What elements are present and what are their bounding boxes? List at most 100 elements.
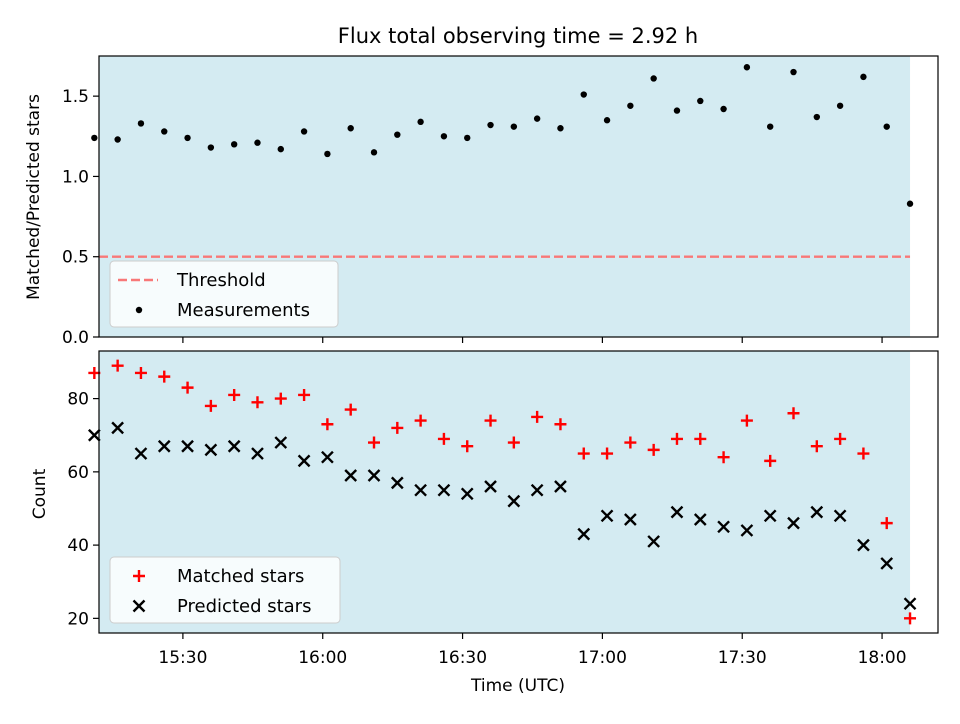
matched-star-point	[787, 407, 800, 420]
y-tick-label: 0.5	[62, 248, 89, 268]
x-tick-label: 16:00	[298, 648, 347, 668]
measurement-point	[673, 107, 681, 114]
predicted-star-point	[344, 469, 358, 482]
legend-label: Predicted stars	[177, 596, 311, 617]
predicted-star-point	[670, 505, 684, 519]
y-tick-label: 0.0	[62, 328, 89, 348]
measurement-point	[184, 134, 191, 142]
predicted-star-point	[693, 513, 707, 526]
predicted-star-point	[810, 505, 824, 519]
legend-measurement-swatch	[135, 306, 143, 314]
legend-box	[109, 556, 341, 624]
predicted-star-point	[484, 480, 497, 493]
predicted-star-point	[857, 538, 870, 552]
measurement-point	[394, 131, 401, 138]
plot-frame	[98, 350, 939, 634]
predicted-star-point	[414, 483, 427, 497]
measurement-point	[813, 113, 821, 121]
measurement-point	[533, 115, 541, 122]
matched-star-point	[810, 440, 823, 453]
measurement-point	[906, 200, 914, 207]
predicted-star-point	[903, 597, 917, 611]
x-tick-label: 15:30	[158, 648, 207, 668]
chart-title: Flux total observing time = 2.92 h	[338, 24, 698, 48]
matched-star-point	[391, 421, 404, 434]
matched-star-point	[717, 451, 730, 464]
matched-star-point	[344, 403, 357, 416]
predicted-star-point	[507, 494, 521, 508]
measurement-point	[114, 136, 121, 143]
matched-star-point	[647, 443, 660, 456]
measurement-point	[510, 123, 518, 130]
predicted-star-point	[297, 454, 311, 468]
matched-star-point	[554, 418, 567, 431]
legend-label: Threshold	[176, 270, 266, 291]
matched-star-point	[298, 388, 311, 401]
plot-frame	[98, 55, 939, 338]
matched-star-point	[461, 440, 474, 453]
matched-star-point	[624, 436, 637, 449]
y-tick-label: 80	[67, 390, 89, 410]
predicted-star-point	[274, 436, 288, 449]
predicted-star-point	[134, 447, 148, 460]
matched-star-point	[414, 414, 427, 427]
matched-star-point	[88, 366, 101, 379]
measurement-point	[207, 144, 215, 151]
count-plot: 20 40 60 80 15:30 16:00 16:30 17:00 17:30 18:00 Ma…	[67, 350, 939, 668]
legend-label: Matched stars	[177, 566, 304, 587]
y-tick-label: 60	[67, 463, 89, 483]
predicted-star-point	[717, 520, 730, 534]
y-tick-label: 40	[67, 536, 89, 556]
measurement-point	[277, 145, 284, 153]
y-tick-label: 1.0	[62, 167, 89, 187]
measurement-point	[603, 117, 611, 124]
measurement-point	[324, 150, 331, 158]
predicted-star-point	[740, 524, 754, 537]
predicted-star-point	[227, 439, 241, 453]
predicted-star-point	[87, 428, 101, 442]
matched-star-point	[321, 418, 334, 431]
measurement-point	[254, 139, 261, 146]
predicted-star-point	[577, 527, 591, 541]
measurement-point	[720, 105, 727, 113]
matched-star-point	[158, 370, 171, 383]
measurement-point	[650, 75, 657, 82]
matched-star-point	[437, 432, 450, 445]
predicted-star-point	[763, 509, 777, 523]
predicted-star-point	[600, 509, 614, 523]
predicted-star-point	[157, 439, 171, 453]
matched-star-point	[857, 447, 870, 460]
predicted-star-point	[787, 516, 800, 530]
predicted-star-point	[530, 483, 544, 497]
predicted-star-point	[367, 469, 381, 482]
matched-star-point	[834, 432, 847, 445]
measurement-point	[883, 123, 890, 130]
y-tick-label: 1.5	[62, 87, 89, 107]
measurement-point	[743, 64, 751, 71]
measurement-point	[347, 125, 354, 132]
matched-star-point	[740, 414, 753, 427]
measurement-point	[91, 134, 98, 142]
x-axis-label: Time (UTC)	[470, 676, 565, 696]
matched-star-point	[368, 436, 381, 449]
matched-star-point	[228, 388, 241, 401]
matched-star-point	[904, 612, 917, 625]
legend-predicted-swatch	[132, 599, 146, 613]
matched-star-point	[484, 414, 497, 427]
measurement-point	[580, 91, 587, 98]
measurement-point	[487, 121, 494, 129]
predicted-star-point	[251, 447, 264, 460]
matched-star-point	[601, 447, 614, 460]
predicted-star-point	[624, 513, 637, 526]
matched-star-point	[694, 432, 707, 445]
predicted-star-point	[437, 483, 451, 497]
measurement-point	[767, 123, 774, 130]
matched-star-point	[507, 436, 520, 449]
measurement-point	[790, 68, 797, 76]
predicted-star-point	[880, 557, 894, 570]
predicted-star-point	[833, 509, 847, 523]
matched-star-point	[531, 410, 544, 423]
predicted-star-point	[111, 421, 124, 435]
x-tick-label: 17:00	[578, 648, 627, 668]
matched-star-point	[577, 447, 590, 460]
